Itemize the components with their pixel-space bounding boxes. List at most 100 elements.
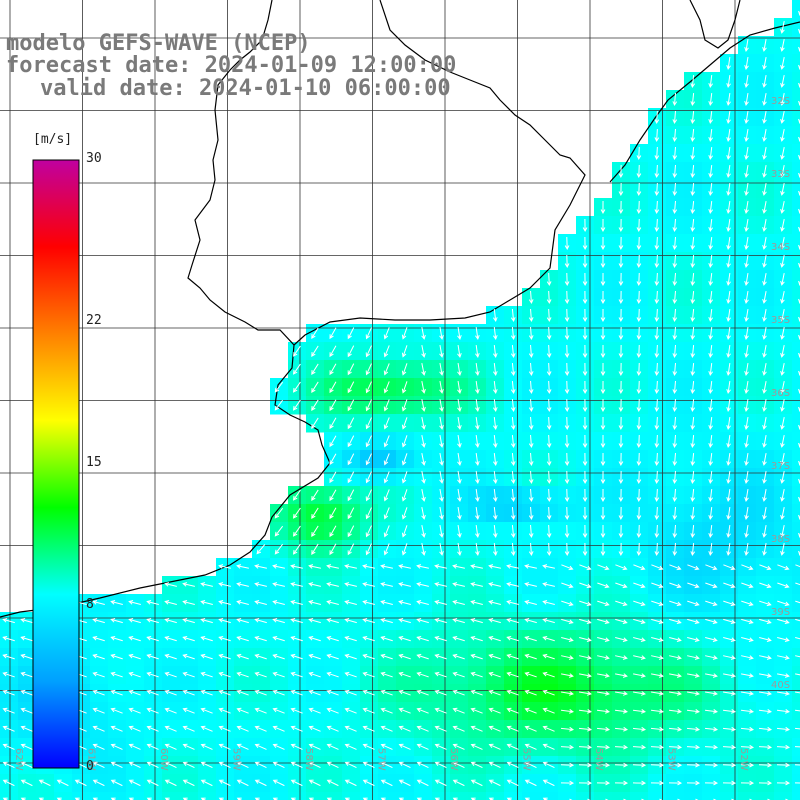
wind-speed-cell	[792, 36, 800, 55]
wind-arrow	[329, 471, 337, 484]
wind-arrow	[470, 797, 477, 800]
wind-arrow	[564, 290, 570, 305]
wind-arrow	[236, 617, 249, 624]
wind-speed-cell	[756, 792, 775, 800]
wind-arrow	[398, 582, 411, 587]
wind-arrow	[452, 725, 465, 732]
wind-arrow	[669, 655, 682, 660]
wind-arrow	[546, 488, 552, 503]
wind-arrow	[344, 743, 357, 750]
wind-arrow	[326, 582, 339, 587]
wind-arrow	[383, 417, 390, 430]
wind-arrow	[92, 761, 105, 768]
wind-arrow	[780, 399, 785, 412]
wind-arrow	[218, 564, 231, 569]
wind-arrows	[2, 10, 800, 800]
wind-arrow	[654, 290, 660, 305]
wind-arrow	[654, 452, 660, 467]
wind-arrow	[308, 689, 321, 696]
wind-arrow	[672, 308, 678, 323]
wind-arrow	[439, 363, 444, 376]
wind-arrow	[726, 272, 731, 286]
wind-arrow	[780, 453, 785, 466]
wind-arrow	[439, 507, 444, 520]
wind-arrow	[510, 452, 516, 467]
wind-arrow	[92, 635, 105, 642]
wind-arrow	[383, 525, 390, 538]
wind-arrow	[795, 637, 800, 640]
wind-arrow	[708, 290, 714, 304]
wind-arrow	[686, 762, 701, 768]
wind-arrow	[546, 434, 552, 449]
wind-speed-cell	[666, 792, 685, 800]
wind-arrow	[292, 489, 301, 501]
wind-arrow	[92, 725, 105, 732]
wind-arrow	[164, 582, 177, 587]
wind-arrow	[542, 653, 555, 660]
wind-arrow	[672, 254, 678, 269]
wind-arrow	[708, 470, 714, 484]
wind-arrow	[272, 761, 285, 768]
wind-arrow	[182, 707, 195, 714]
wind-arrow	[614, 780, 629, 786]
wind-arrow	[780, 543, 785, 556]
wind-arrow	[92, 600, 105, 605]
wind-arrow	[654, 218, 660, 233]
wind-arrow	[362, 582, 375, 587]
wind-arrow	[687, 564, 700, 571]
wind-arrow	[546, 506, 552, 521]
wind-arrow	[434, 779, 447, 787]
wind-arrow	[329, 327, 337, 340]
wind-arrow	[56, 797, 63, 800]
wind-arrow	[326, 564, 339, 569]
wind-arrow	[633, 600, 646, 607]
wind-arrow	[326, 743, 339, 750]
wind-arrow	[182, 635, 195, 642]
wind-arrow	[398, 617, 411, 624]
wind-arrow	[546, 308, 552, 323]
wind-arrow	[488, 743, 501, 750]
wind-arrow	[308, 797, 315, 800]
wind-arrow	[795, 600, 800, 604]
wind-arrow	[650, 709, 664, 714]
wind-arrow	[672, 434, 678, 449]
wind-arrow	[470, 635, 483, 642]
wind-arrow	[669, 582, 682, 589]
wind-arrow	[416, 797, 423, 800]
wind-arrow	[434, 653, 447, 660]
wind-arrow	[636, 218, 642, 233]
wind-arrow	[618, 182, 624, 197]
wind-arrow	[600, 308, 606, 323]
wind-arrow	[528, 470, 534, 485]
wind-arrow	[290, 725, 303, 732]
wind-arrow	[780, 201, 785, 214]
wind-arrow	[421, 399, 426, 412]
longitude-label: 52W	[738, 748, 749, 771]
wind-arrow	[636, 308, 642, 323]
wind-arrow	[672, 344, 678, 359]
wind-arrow	[362, 635, 375, 642]
wind-arrow	[416, 689, 429, 696]
wind-arrow	[398, 671, 411, 678]
latitude-label: 40S	[771, 680, 790, 691]
wind-arrow	[421, 489, 426, 502]
wind-arrow	[434, 743, 447, 750]
wind-arrow	[254, 617, 267, 624]
longitude-label: 55W	[521, 748, 532, 771]
wind-arrow	[726, 542, 731, 556]
wind-arrow	[759, 564, 772, 571]
wind-arrow	[726, 92, 731, 106]
wind-arrow	[421, 327, 426, 340]
wind-arrow	[777, 600, 790, 607]
wind-arrow	[726, 344, 731, 358]
wind-arrow	[380, 707, 393, 714]
wind-arrow	[723, 655, 736, 660]
wind-arrow	[164, 600, 177, 605]
wind-arrow	[470, 617, 483, 624]
wind-arrow	[597, 637, 610, 642]
wind-speed-cell	[270, 792, 289, 800]
wind-arrow	[672, 398, 678, 413]
wind-arrow	[777, 673, 790, 678]
wind-arrow	[164, 617, 177, 624]
wind-arrow	[92, 689, 105, 696]
